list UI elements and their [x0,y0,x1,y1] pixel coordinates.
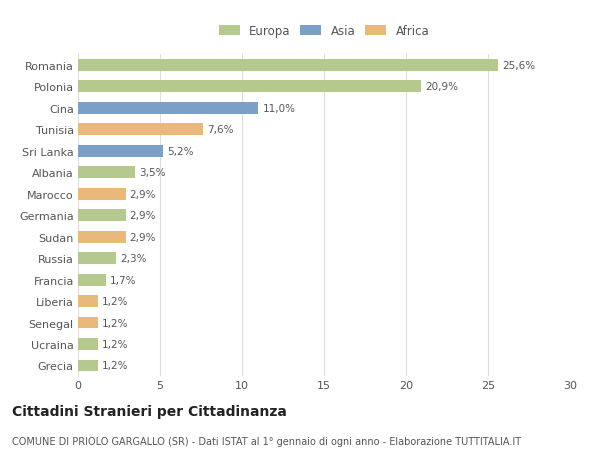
Text: 11,0%: 11,0% [263,104,296,114]
Text: 3,5%: 3,5% [139,168,166,178]
Text: 2,3%: 2,3% [120,253,146,263]
Text: 25,6%: 25,6% [502,61,535,71]
Bar [78,360,98,372]
Bar [78,274,106,286]
Text: 2,9%: 2,9% [130,211,156,221]
Text: 7,6%: 7,6% [207,125,233,135]
Text: 1,2%: 1,2% [102,318,128,328]
Bar [78,252,116,264]
Text: 1,7%: 1,7% [110,275,136,285]
Legend: Europa, Asia, Africa: Europa, Asia, Africa [214,20,434,43]
Bar [78,317,98,329]
Text: 20,9%: 20,9% [425,82,458,92]
Bar [78,189,125,200]
Bar [78,124,203,136]
Text: 1,2%: 1,2% [102,361,128,371]
Text: COMUNE DI PRIOLO GARGALLO (SR) - Dati ISTAT al 1° gennaio di ogni anno - Elabora: COMUNE DI PRIOLO GARGALLO (SR) - Dati IS… [12,436,521,446]
Bar [78,296,98,308]
Text: 1,2%: 1,2% [102,297,128,307]
Bar [78,231,125,243]
Text: 2,9%: 2,9% [130,189,156,199]
Text: Cittadini Stranieri per Cittadinanza: Cittadini Stranieri per Cittadinanza [12,404,287,418]
Bar [78,103,259,115]
Bar [78,60,498,72]
Text: 2,9%: 2,9% [130,232,156,242]
Text: 5,2%: 5,2% [167,146,194,157]
Text: 1,2%: 1,2% [102,339,128,349]
Bar [78,167,136,179]
Bar [78,146,163,157]
Bar [78,338,98,350]
Bar [78,81,421,93]
Bar [78,210,125,222]
